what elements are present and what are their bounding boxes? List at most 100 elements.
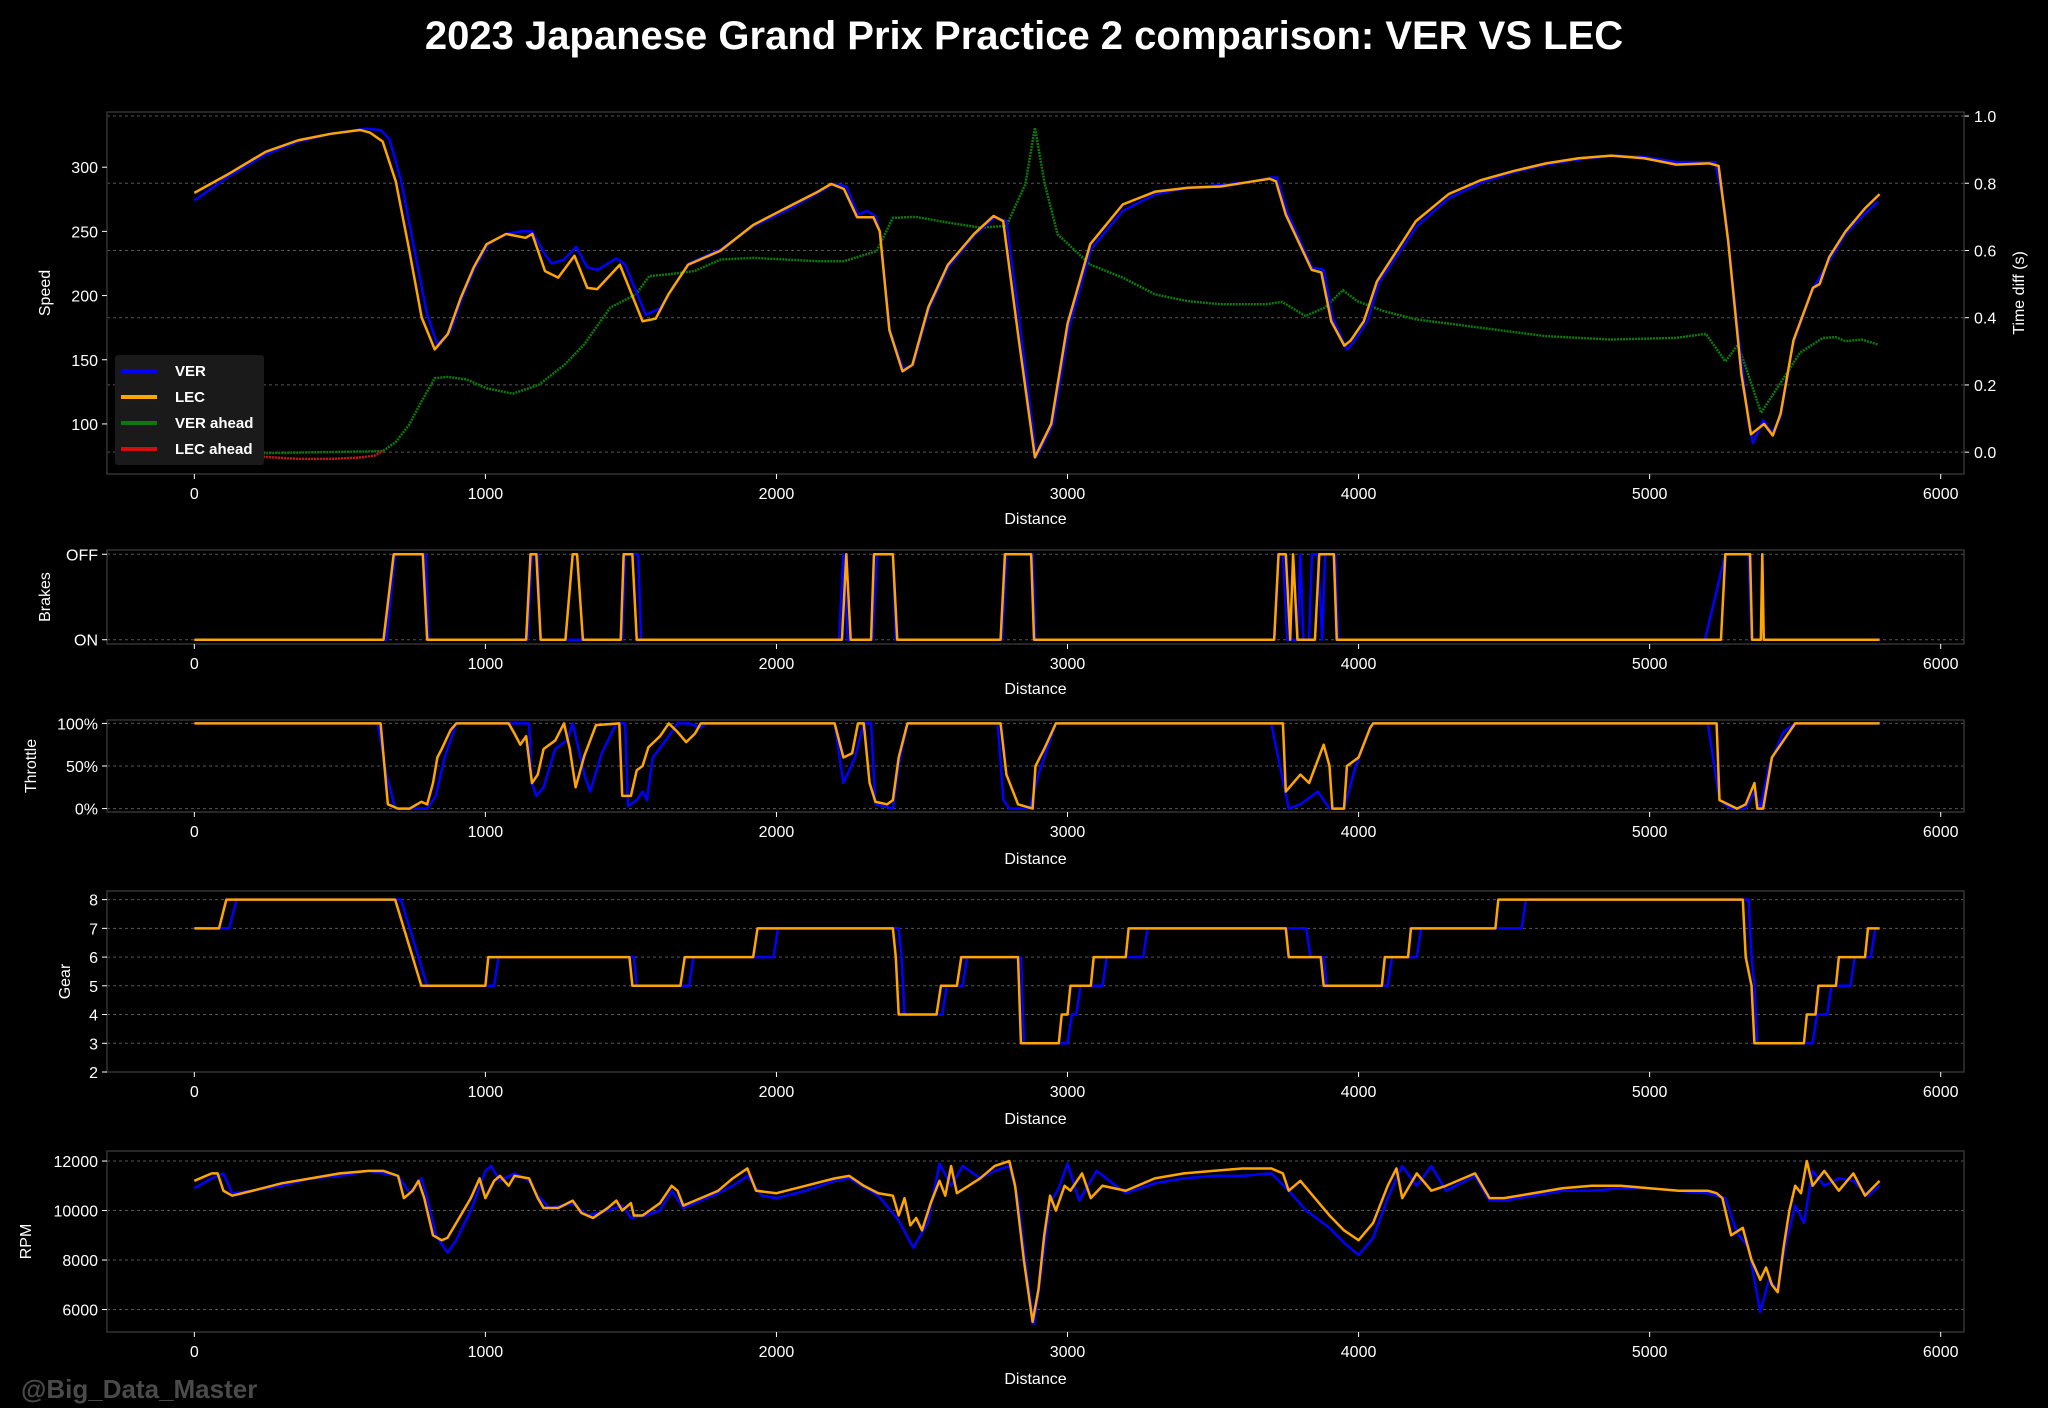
y2-tick-label: 0.6 [1974,243,1996,260]
y2-axis-label: Time diff (s) [2011,251,2028,335]
speed-legend: VER LEC VER ahead LEC ahead [115,355,264,465]
legend-swatch-ver [121,369,157,373]
legend-label: VER ahead [175,414,254,432]
throttle-panel: 0% 50% 100% 0 1000 2000 3000 4000 5000 6000 Distan… [23,716,1965,868]
x-tick-label: 5000 [1632,824,1668,841]
y-tick-label: 50% [66,759,98,776]
x-tick-label: 1000 [468,1084,504,1101]
legend-item-lec-ahead: LEC ahead [121,437,253,461]
y2-tick-label: 0.8 [1974,176,1996,193]
x-tick-label: 0 [190,486,199,503]
x-tick-label: 2000 [759,1344,795,1361]
legend-label: LEC ahead [175,440,253,458]
ver-ahead-line [194,127,1879,456]
watermark: @Big_Data_Master [21,1374,258,1404]
y-tick-label: 100 [71,417,98,434]
x-tick-label: 0 [190,824,199,841]
x-tick-label: 4000 [1341,1084,1377,1101]
y-axis-label: Throttle [23,739,40,793]
ver-gear-line [194,898,1880,1045]
y-tick-label: 300 [71,160,98,177]
x-tick-label: 1000 [468,1344,504,1361]
y-axis-label: Speed [37,270,54,316]
brakes-panel: ON OFF 0 1000 2000 3000 4000 5000 6000 Distance Br… [37,547,1965,698]
y-tick-label: 7 [89,921,98,938]
x-axis-label: Distance [1004,511,1066,528]
x-tick-label: 3000 [1050,1084,1086,1101]
gear-panel: 2 3 4 5 6 7 8 0 1000 2000 3000 4000 5000 6000 Distance… [57,890,1965,1128]
legend-item-ver: VER [121,359,206,383]
x-axis-label: Distance [1004,1111,1066,1128]
x-axis-label: Distance [1004,851,1066,868]
x-tick-label: 3000 [1050,486,1086,503]
legend-swatch-ver-ahead [121,421,157,425]
x-tick-label: 1000 [468,486,504,503]
x-tick-label: 4000 [1341,824,1377,841]
x-tick-label: 5000 [1632,1344,1668,1361]
x-tick-label: 6000 [1923,824,1959,841]
y-tick-label: 150 [71,353,98,370]
x-tick-label: 6000 [1923,1084,1959,1101]
rpm-panel: 6000 8000 10000 12000 0 1000 2000 3000 4000 5000 6… [18,1150,1965,1388]
y-tick-label: ON [74,633,98,650]
ver-brakes-line [194,553,1880,641]
legend-item-ver-ahead: VER ahead [121,411,253,435]
axes-frame [106,111,1965,475]
speed-panel: 0.0 0.2 0.4 0.6 0.8 1.0 Time diff (s) 100 150 200… [37,109,2028,528]
y-axis-label: RPM [18,1224,35,1260]
y-axis-label: Brakes [37,572,54,622]
x-tick-label: 5000 [1632,656,1668,673]
x-tick-label: 0 [190,1344,199,1361]
x-tick-label: 2000 [759,824,795,841]
x-tick-label: 5000 [1632,1084,1668,1101]
x-tick-label: 2000 [759,486,795,503]
y-tick-label: 200 [71,289,98,306]
legend-label: VER [175,362,206,380]
x-tick-label: 2000 [759,656,795,673]
lec-gear-line [194,898,1880,1045]
y-tick-label: 250 [71,224,98,241]
gear-lines [194,898,1880,1045]
y-tick-label: 8000 [62,1253,98,1270]
y-tick-label: 3 [89,1036,98,1053]
x-tick-label: 1000 [468,824,504,841]
ver-speed-line [193,127,1879,459]
x-tick-label: 3000 [1050,824,1086,841]
x-axis-label: Distance [1004,681,1066,698]
lec-ahead-line [194,449,384,461]
y-tick-label: 6000 [62,1303,98,1320]
x-tick-label: 4000 [1341,1344,1377,1361]
y2-tick-label: 0.0 [1974,445,1996,462]
y-tick-label: 100% [57,716,98,733]
y2-tick-label: 0.2 [1974,378,1996,395]
lec-brakes-line [194,553,1880,641]
y-axis-label: Gear [57,963,74,999]
brakes-lines [194,553,1880,641]
throttle-lines [194,722,1880,810]
y-tick-label: 2 [89,1065,98,1082]
legend-swatch-lec-ahead [121,447,157,451]
y2-tick-label: 0.4 [1974,311,1996,328]
y2-tick-label: 1.0 [1974,109,1996,126]
lec-rpm-line [193,1159,1881,1324]
x-tick-label: 0 [190,656,199,673]
x-tick-label: 3000 [1050,656,1086,673]
lec-speed-line [193,128,1881,459]
x-tick-label: 4000 [1341,656,1377,673]
x-tick-label: 6000 [1923,486,1959,503]
x-tick-label: 0 [190,1084,199,1101]
y-tick-label: 12000 [54,1154,99,1171]
y-tick-label: 0% [75,802,98,819]
legend-swatch-lec [121,395,157,399]
x-tick-label: 5000 [1632,486,1668,503]
y-tick-label: 8 [89,893,98,910]
y-tick-label: 4 [89,1008,98,1025]
x-tick-label: 6000 [1923,656,1959,673]
legend-item-lec: LEC [121,385,205,409]
chart-title: 2023 Japanese Grand Prix Practice 2 comp… [424,14,1624,58]
speed-lines [193,127,1881,461]
y-tick-label: OFF [66,547,98,564]
x-tick-label: 4000 [1341,486,1377,503]
axes-frame [106,1150,1965,1333]
